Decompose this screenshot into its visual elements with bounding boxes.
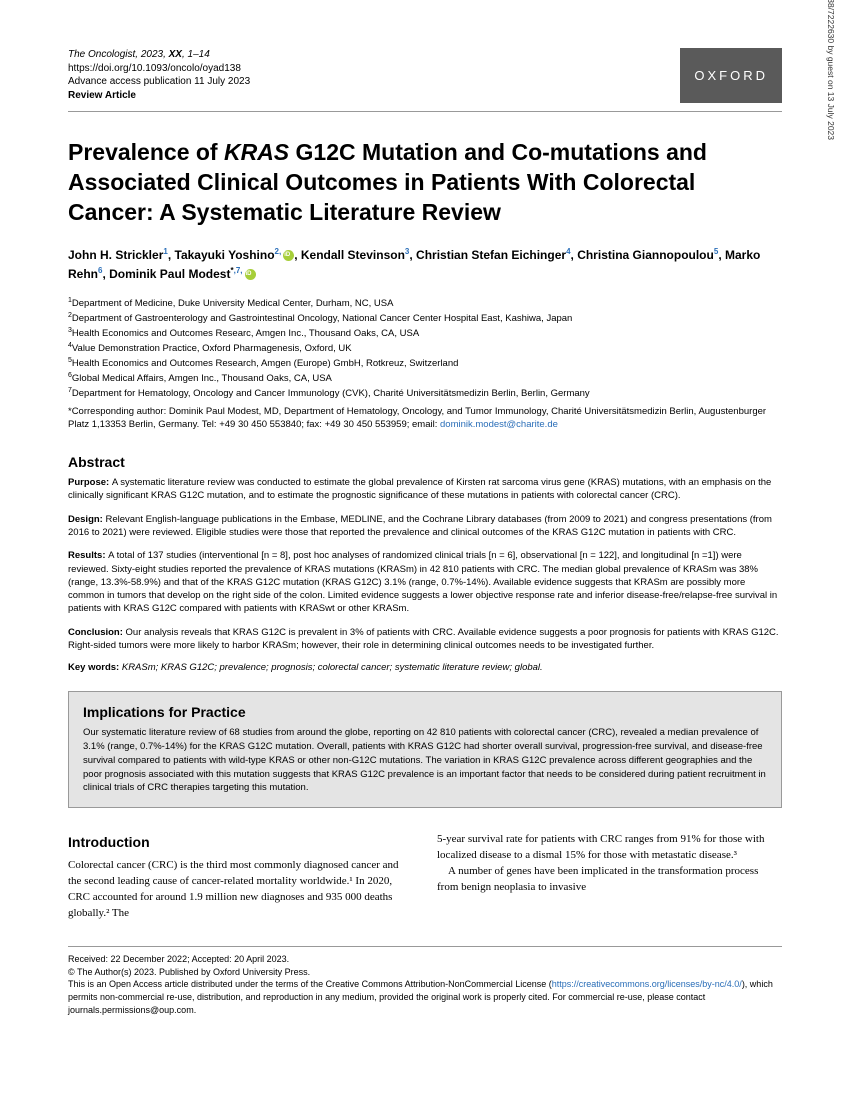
year: 2023 — [141, 49, 163, 60]
doi: https://doi.org/10.1093/oncolo/oyad138 — [68, 62, 250, 76]
footer-rule — [68, 946, 782, 947]
journal-name: The Oncologist — [68, 49, 135, 60]
pub-date: Advance access publication 11 July 2023 — [68, 75, 250, 89]
author: Christian Stefan Eichinger4 — [416, 248, 570, 262]
license-link[interactable]: https://creativecommons.org/licenses/by-… — [552, 979, 742, 989]
email-link[interactable]: dominik.modest@charite.de — [440, 419, 558, 430]
implications-box: Implications for Practice Our systematic… — [68, 691, 782, 808]
author: Kendall Stevinson3 — [301, 248, 409, 262]
implications-body: Our systematic literature review of 68 s… — [83, 726, 767, 795]
author-list: John H. Strickler1, Takayuki Yoshino2,, … — [68, 246, 782, 284]
implications-heading: Implications for Practice — [83, 704, 767, 720]
abstract-results: Results: A total of 137 studies (interve… — [68, 549, 782, 615]
publisher-badge: OXFORD — [680, 48, 782, 103]
dates: Received: 22 December 2022; Accepted: 20… — [68, 953, 782, 966]
affiliation-list: 1Department of Medicine, Duke University… — [68, 296, 782, 400]
header-row: The Oncologist, 2023, XX, 1–14 https://d… — [68, 48, 782, 103]
body-columns: Introduction Colorectal cancer (CRC) is … — [68, 832, 782, 922]
abstract-heading: Abstract — [68, 454, 782, 470]
download-watermark: Downloaded from https://academic.oup.com… — [826, 0, 836, 140]
abstract-design: Design: Relevant English-language public… — [68, 513, 782, 540]
corresponding-author: *Corresponding author: Dominik Paul Mode… — [68, 405, 782, 433]
article-title: Prevalence of KRAS G12C Mutation and Co-… — [68, 138, 782, 228]
abstract-conclusion: Conclusion: Our analysis reveals that KR… — [68, 626, 782, 653]
orcid-icon[interactable] — [245, 269, 256, 280]
license: This is an Open Access article distribut… — [68, 978, 782, 1016]
intro-para-2: 5-year survival rate for patients with C… — [437, 832, 782, 864]
orcid-icon[interactable] — [283, 250, 294, 261]
pages: 1–14 — [188, 49, 210, 60]
column-left: Introduction Colorectal cancer (CRC) is … — [68, 832, 413, 922]
article-type: Review Article — [68, 89, 250, 103]
abstract-purpose: Purpose: A systematic literature review … — [68, 476, 782, 503]
author: Christina Giannopoulou5 — [577, 248, 718, 262]
footer: Received: 22 December 2022; Accepted: 20… — [68, 953, 782, 1016]
volume: XX — [169, 49, 182, 60]
journal-meta: The Oncologist, 2023, XX, 1–14 https://d… — [68, 48, 250, 102]
column-right: 5-year survival rate for patients with C… — [437, 832, 782, 922]
keywords: Key words: KRASm; KRAS G12C; prevalence;… — [68, 662, 782, 673]
intro-heading: Introduction — [68, 832, 413, 852]
copyright: © The Author(s) 2023. Published by Oxfor… — [68, 966, 782, 979]
author: Takayuki Yoshino2, — [175, 248, 295, 262]
intro-para-3: A number of genes have been implicated i… — [437, 864, 782, 896]
header-rule — [68, 111, 782, 112]
author: Dominik Paul Modest*,7, — [109, 267, 255, 281]
author: John H. Strickler1 — [68, 248, 168, 262]
intro-para-1: Colorectal cancer (CRC) is the third mos… — [68, 858, 413, 922]
